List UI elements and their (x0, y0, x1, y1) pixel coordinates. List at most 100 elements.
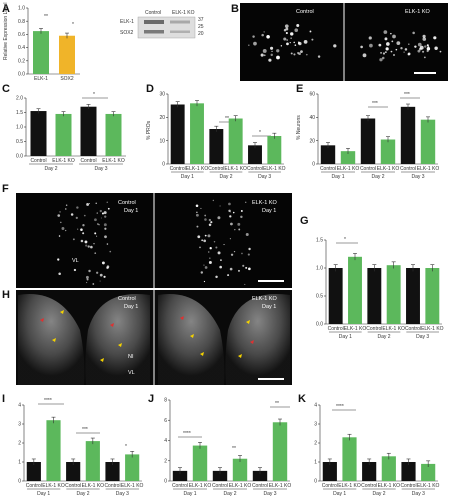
cell-dot (407, 53, 410, 56)
cell-dot (263, 31, 265, 33)
sig-a-elk1: ** (44, 14, 48, 20)
cell-dot (80, 228, 83, 231)
cell-dot (245, 266, 248, 269)
cell-dot (277, 57, 279, 59)
cell-dot (362, 53, 367, 58)
cell-dot (215, 275, 218, 279)
cell-dot (58, 235, 61, 237)
cell-dot (300, 50, 303, 54)
cell-dot (283, 37, 287, 41)
panel-h-region-vl: VL (128, 370, 135, 376)
cell-dot (244, 283, 246, 286)
x-tick-label: Control (212, 483, 228, 489)
panel-h-caption-control: Control (118, 296, 136, 302)
y-tick-label: 1.0 (16, 125, 23, 131)
cell-dot (64, 229, 67, 232)
cell-dot (379, 58, 383, 62)
cell-dot (85, 244, 88, 247)
panel-label-b: B (231, 3, 239, 15)
sig-k-day1: **** (336, 404, 344, 410)
x-tick-label: ELK-1 KO (382, 326, 405, 332)
bar (212, 470, 228, 481)
cell-dot (263, 54, 266, 57)
cell-dot (285, 31, 288, 35)
arrowhead-marker (246, 320, 250, 324)
cell-dot (101, 261, 105, 265)
arrowhead-marker (60, 310, 64, 314)
panel-h-region-ni: NI (128, 354, 134, 360)
cell-dot (317, 55, 321, 58)
sig-j-day1: **** (183, 431, 191, 437)
cell-dot (280, 45, 283, 47)
band-sox2-ko (170, 30, 190, 33)
cell-dot (204, 266, 208, 269)
cell-dot (286, 42, 289, 46)
cell-dot (219, 205, 221, 207)
cell-dot (96, 212, 98, 214)
cell-dot (103, 223, 107, 227)
cell-dot (422, 37, 427, 41)
cell-dot (303, 40, 308, 44)
group-label: Day 2 (377, 334, 390, 340)
cell-dot (215, 246, 218, 249)
cell-dot (390, 32, 392, 35)
y-tick-label: 2 (314, 441, 317, 447)
x-tick-label: Control (30, 158, 46, 164)
panel-label-j: J (148, 393, 154, 405)
cell-dot (59, 211, 61, 213)
cell-dot (433, 36, 437, 40)
cell-dot (80, 239, 84, 243)
cell-dot (285, 27, 289, 31)
blot-header-ko: ELK-1 KO (172, 10, 195, 16)
sig-c: * (93, 92, 95, 98)
cell-dot (380, 52, 382, 54)
cell-dot (289, 41, 291, 44)
cell-dot (208, 218, 212, 222)
bar (248, 145, 262, 164)
cell-dot (223, 243, 225, 246)
arrowhead-marker (118, 343, 122, 347)
group-label: Day 2 (372, 491, 385, 497)
cell-dot (61, 227, 65, 230)
bar (228, 118, 243, 164)
cell-dot (195, 204, 199, 208)
panel-b-micrographs: Control ELK-1 KO (240, 3, 448, 81)
cell-dot (424, 45, 427, 48)
cell-dot (417, 42, 422, 47)
panel-f-micrographs: Control Day 1 ELK-1 KO Day 1 VL (16, 193, 292, 288)
cell-dot (296, 24, 300, 28)
cell-dot (408, 43, 410, 45)
y-tick-label: 0 (164, 479, 167, 485)
panel-b-caption-ko: ELK-1 KO (405, 9, 430, 15)
panel-d-ylabel: % PROs (146, 120, 152, 140)
cell-dot (207, 234, 211, 238)
cell-dot (217, 216, 221, 220)
cell-dot (305, 53, 308, 56)
cell-dot (77, 228, 79, 230)
x-tick-label: Control (65, 483, 81, 489)
bar (33, 31, 49, 75)
cell-dot (309, 30, 312, 33)
cell-dot (70, 213, 74, 216)
panel-f-caption-control: Control (118, 200, 136, 206)
panel-h-caption-day-left: Day 1 (124, 304, 138, 310)
x-tick-label: Control (247, 166, 263, 172)
cell-dot (270, 46, 274, 50)
y-tick-label: 60 (309, 92, 315, 98)
bar (172, 470, 188, 481)
cell-dot (209, 257, 211, 259)
scale-bar (258, 378, 284, 380)
y-tick-label: 1.0 (18, 6, 25, 12)
cell-dot (418, 47, 422, 51)
x-tick-label: ELK-1 KO (42, 483, 65, 489)
cell-dot (204, 218, 207, 221)
y-tick-label: 0.0 (16, 154, 23, 160)
sig-e-day3: *** (404, 92, 410, 98)
cell-dot (83, 214, 86, 217)
group-label: Day 2 (223, 491, 236, 497)
bar (80, 106, 97, 156)
x-tick-label: ELK-1 KO (344, 326, 367, 332)
cell-dot (390, 50, 393, 53)
x-tick-label: ELK-1 KO (338, 483, 361, 489)
